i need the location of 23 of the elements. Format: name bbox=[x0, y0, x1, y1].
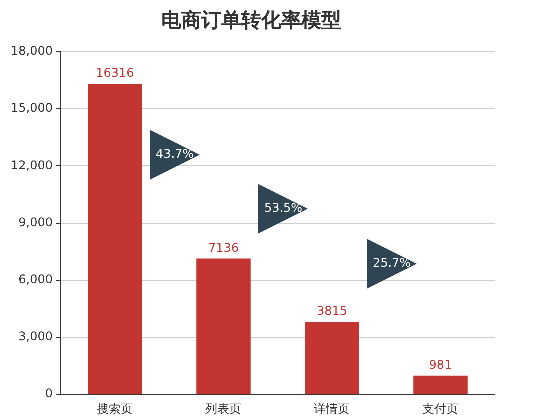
bar bbox=[305, 322, 360, 394]
y-tick-label: 0 bbox=[45, 386, 53, 401]
y-tick-label: 15,000 bbox=[10, 101, 53, 116]
bar bbox=[196, 258, 251, 394]
chart-title: 电商订单转化率模型 bbox=[162, 8, 342, 32]
x-tick-label: 支付页 bbox=[422, 402, 459, 416]
y-tick-label: 3,000 bbox=[18, 330, 53, 344]
x-tick-label: 搜索页 bbox=[97, 402, 134, 416]
data-label: 3815 bbox=[316, 304, 348, 318]
bar bbox=[414, 376, 468, 394]
annotation: 53.5% bbox=[264, 201, 303, 216]
data-label: 981 bbox=[429, 358, 452, 372]
x-tick-label: 列表页 bbox=[206, 402, 242, 416]
x-tick-label: 详情页 bbox=[314, 402, 350, 416]
data-label: 16316 bbox=[96, 66, 134, 80]
annotation: 25.7% bbox=[372, 256, 412, 270]
bar bbox=[88, 84, 142, 394]
y-tick-label: 18,000 bbox=[10, 44, 53, 58]
annotation: 43.7% bbox=[156, 147, 194, 162]
y-tick-label: 12,000 bbox=[10, 158, 53, 172]
y-tick-label: 9,000 bbox=[18, 215, 53, 230]
data-label: 7136 bbox=[208, 240, 240, 255]
y-tick-label: 6,000 bbox=[18, 272, 53, 287]
